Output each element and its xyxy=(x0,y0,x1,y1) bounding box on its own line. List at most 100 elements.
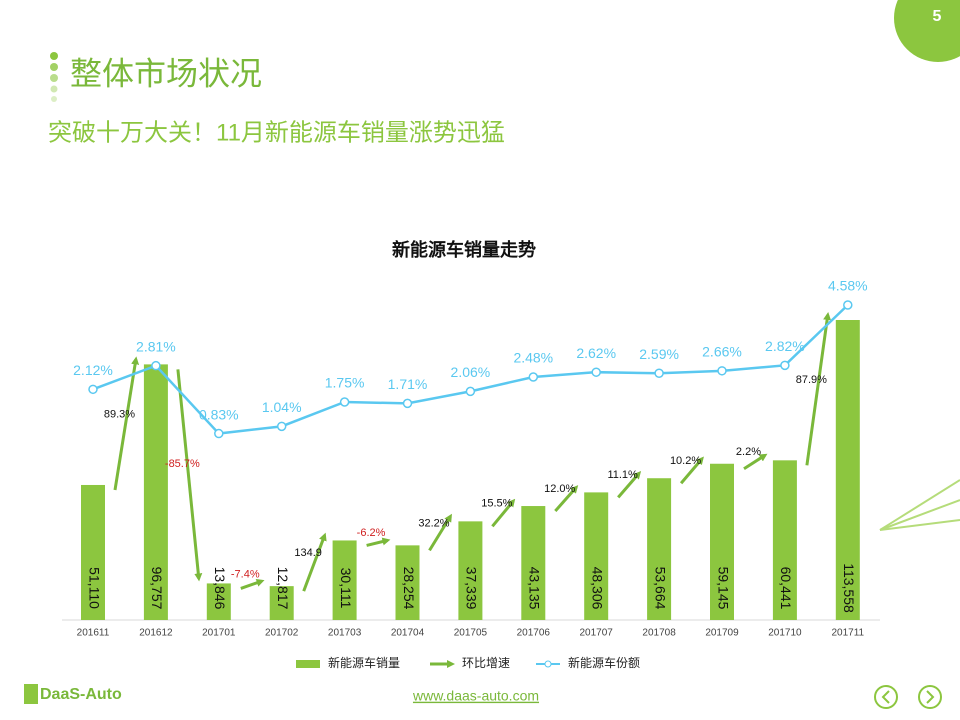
growth-label: -7.4% xyxy=(231,569,260,581)
title-dots xyxy=(50,52,58,102)
bar-value-label: 96,757 xyxy=(149,567,165,610)
growth-arrow xyxy=(240,579,265,590)
share-label: 2.12% xyxy=(73,362,113,378)
growth-label: 2.2% xyxy=(736,446,761,458)
x-tick-label: 201705 xyxy=(454,628,488,639)
growth-label: 32.2% xyxy=(418,517,449,529)
growth-label: 10.2% xyxy=(670,455,701,467)
page-badge xyxy=(894,0,960,62)
bar-value-label: 12,817 xyxy=(275,567,291,610)
slide-title: 整体市场状况 xyxy=(70,55,262,91)
share-point xyxy=(843,300,853,310)
x-tick-label: 201711 xyxy=(831,628,864,639)
next-button[interactable] xyxy=(918,685,942,709)
growth-arrow xyxy=(554,485,579,513)
legend-label: 环比增速 xyxy=(462,656,510,670)
page-number: 5 xyxy=(933,8,942,25)
bar-value-label: 30,111 xyxy=(338,568,354,609)
growth-arrow xyxy=(805,312,832,466)
bar-value-label: 37,339 xyxy=(464,567,480,610)
share-point xyxy=(528,372,539,382)
url[interactable]: www.daas-auto.com xyxy=(412,688,539,704)
share-point xyxy=(654,368,664,378)
bar xyxy=(206,583,231,620)
bar-value-label: 113,558 xyxy=(841,563,857,613)
growth-arrow xyxy=(113,356,140,491)
bar xyxy=(269,586,294,620)
share-label: 0.83% xyxy=(199,406,239,422)
logo-mark xyxy=(24,684,38,704)
bar xyxy=(584,492,609,620)
share-point xyxy=(214,428,224,439)
bar xyxy=(458,521,483,620)
share-label: 2.59% xyxy=(639,346,679,362)
growth-label: 15.5% xyxy=(481,498,512,510)
x-tick-label: 201707 xyxy=(580,628,614,639)
bar-value-label: 60,441 xyxy=(778,567,794,610)
decoration xyxy=(879,479,960,531)
share-point xyxy=(339,397,350,407)
chart-title: 新能源车销量走势 xyxy=(392,239,536,260)
share-label: 1.71% xyxy=(388,376,428,392)
next-icon xyxy=(926,690,935,704)
growth-arrow xyxy=(302,532,327,592)
share-label: 4.58% xyxy=(828,278,868,294)
legend-label: 新能源车份额 xyxy=(568,655,640,670)
share-label: 2.06% xyxy=(451,364,491,380)
x-tick-label: 201708 xyxy=(642,628,676,639)
bar xyxy=(835,320,860,620)
bar-value-label: 53,664 xyxy=(652,567,668,610)
x-tick-label: 201706 xyxy=(517,628,551,639)
x-tick-label: 201710 xyxy=(768,628,802,639)
growth-label: 87.9% xyxy=(796,374,827,386)
growth-label: 89.3% xyxy=(104,409,135,421)
growth-label: 134.9 xyxy=(294,547,322,559)
prev-button[interactable] xyxy=(874,685,898,709)
share-point xyxy=(88,384,98,395)
bar-value-label: 51,110 xyxy=(86,567,102,609)
x-tick-label: 201612 xyxy=(139,628,173,639)
share-point xyxy=(276,421,287,432)
bar-value-label: 59,145 xyxy=(715,567,731,610)
x-tick-label: 201703 xyxy=(328,628,362,639)
x-tick-label: 201611 xyxy=(77,628,110,639)
bar xyxy=(332,540,357,620)
growth-arrow xyxy=(366,537,391,547)
prev-icon xyxy=(881,690,890,704)
growth-label: -85.7% xyxy=(165,458,200,470)
share-label: 1.04% xyxy=(262,399,302,415)
growth-arrow xyxy=(428,513,452,552)
slide-subtitle: 突破十万大关！11月新能源车销量涨势迅猛 xyxy=(48,119,505,146)
bar-value-label: 13,846 xyxy=(212,567,228,610)
x-tick-label: 201701 xyxy=(202,628,236,639)
bar xyxy=(395,545,420,620)
legend-swatch-dot xyxy=(544,660,552,668)
bar xyxy=(143,364,168,620)
growth-label: -6.2% xyxy=(357,527,386,539)
x-tick-label: 201702 xyxy=(265,628,299,639)
bar xyxy=(710,463,734,620)
bar xyxy=(647,478,672,620)
share-label: 2.81% xyxy=(136,338,176,354)
share-label: 2.48% xyxy=(513,350,553,366)
bar xyxy=(521,506,546,620)
growth-label: 11.1% xyxy=(607,469,638,481)
share-point xyxy=(151,360,161,371)
share-label: 2.62% xyxy=(576,345,616,361)
growth-arrow xyxy=(176,369,203,582)
share-point xyxy=(780,360,790,371)
bar-value-label: 28,254 xyxy=(401,567,417,610)
bar xyxy=(81,484,105,620)
growth-arrow xyxy=(491,498,516,528)
bar-value-label: 43,135 xyxy=(527,567,543,610)
legend-swatch xyxy=(296,660,320,668)
growth-arrow xyxy=(617,470,642,499)
growth-label: 12.0% xyxy=(544,483,575,495)
bar-value-label: 48,306 xyxy=(589,567,605,610)
share-point xyxy=(591,367,601,377)
growth-arrow xyxy=(679,456,704,485)
share-point xyxy=(717,366,727,376)
bar xyxy=(772,460,797,620)
share-label: 2.66% xyxy=(702,344,742,360)
logo: DaaS-Auto xyxy=(40,686,122,703)
